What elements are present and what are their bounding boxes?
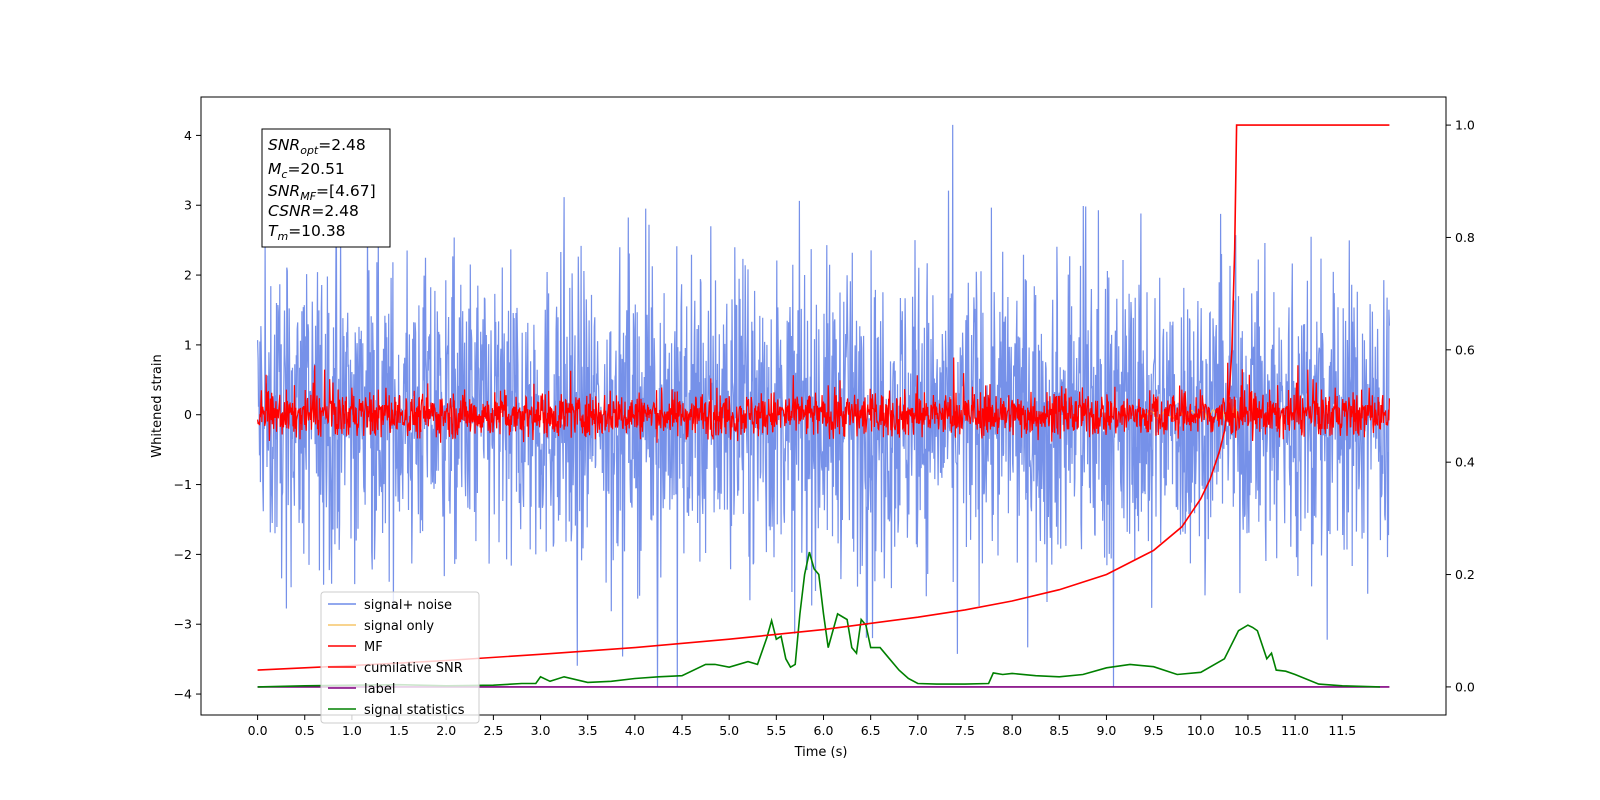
series-mf-line [257,357,1390,443]
y-axis-label: Whitened strain [150,354,165,457]
y-left-tick-label: 2 [184,268,192,283]
y-right-tick-label: 0.6 [1455,342,1475,357]
legend-label: signal only [364,619,434,634]
ticks-layer: 0.0 0.5 1.0 1.5 2.0 2.5 3.0 3.5 4.0 4.5 5.0 5.5 6.0 6… [174,118,1475,738]
legend-label: label [364,682,395,697]
legend-frame [320,591,480,724]
x-tick-label: 1.5 [389,723,409,738]
series-signal-noise-line [257,124,1390,688]
x-tick-label: 5.5 [766,723,786,738]
y-right-tick-label: 0.0 [1455,679,1475,694]
x-tick-label: 4.0 [625,723,645,738]
x-tick-label: 7.5 [955,723,975,738]
mc-text: Mc=20.51 [268,160,345,181]
y-left-tick-label: 3 [184,198,192,213]
x-tick-label: 4.5 [672,723,692,738]
y-right-tick-label: 0.8 [1455,230,1475,245]
legend-label: MF [364,640,383,655]
x-tick-label: 5.0 [719,723,739,738]
y-left-tick-label: −3 [174,617,192,632]
x-tick-label: 10.5 [1234,723,1262,738]
x-tick-label: 11.5 [1328,723,1356,738]
x-axis-label: Time (s) [794,745,848,760]
x-tick-label: 2.5 [483,723,503,738]
x-tick-label: 9.5 [1144,723,1164,738]
y-right-tick-label: 0.4 [1455,455,1475,470]
y-left-tick-label: −1 [174,477,192,492]
legend-entry-mf: MF [328,640,383,655]
x-tick-label: 2.0 [436,723,456,738]
y-left-tick-label: −2 [174,547,192,562]
x-tick-label: 3.0 [531,723,551,738]
y-right-tick-label: 1.0 [1455,118,1475,133]
x-tick-label: 6.0 [814,723,834,738]
y-right-tick-label: 0.2 [1455,567,1475,582]
csnr-text: CSNR=2.48 [268,202,359,220]
x-tick-label: 8.0 [1002,723,1022,738]
y-left-tick-label: 1 [184,337,192,352]
y-left-tick-label: −4 [174,687,192,702]
legend-label: cumilative SNR [364,661,463,676]
legend-label: signal+ noise [364,598,452,613]
legend-entry-signal-only: signal only [328,619,434,634]
x-tick-label: 3.5 [578,723,598,738]
info-box-frame [261,128,391,248]
x-tick-label: 0.5 [295,723,315,738]
x-tick-label: 6.5 [861,723,881,738]
series-signal-statistics-line [257,551,1381,688]
snr-mf-text: SNRMF=[4.67] [268,182,376,203]
x-tick-label: 10.0 [1187,723,1215,738]
legend-entry-signal-statistics: signal statistics [328,703,465,718]
tm-text: Tm=10.38 [268,222,346,243]
x-tick-label: 8.5 [1049,723,1069,738]
legend-entry-label: label [328,682,395,697]
x-tick-label: 1.0 [342,723,362,738]
legend-label: signal statistics [364,703,465,718]
legend: signal+ noise signal only MF cumilative … [320,591,480,724]
x-tick-label: 9.0 [1097,723,1117,738]
y-left-tick-label: 0 [184,407,192,422]
snr-opt-text: SNRopt=2.48 [268,136,366,157]
y-left-tick-label: 4 [184,128,192,143]
info-box: SNRopt=2.48 Mc=20.51 SNRMF=[4.67] CSNR=2… [261,128,391,248]
legend-entry-cumulative-snr: cumilative SNR [328,661,463,676]
x-tick-label: 11.0 [1281,723,1309,738]
x-tick-label: 7.0 [908,723,928,738]
series-cumulative-snr-line [257,124,1390,671]
x-tick-label: 0.0 [248,723,268,738]
legend-entry-signal-noise: signal+ noise [328,598,452,613]
